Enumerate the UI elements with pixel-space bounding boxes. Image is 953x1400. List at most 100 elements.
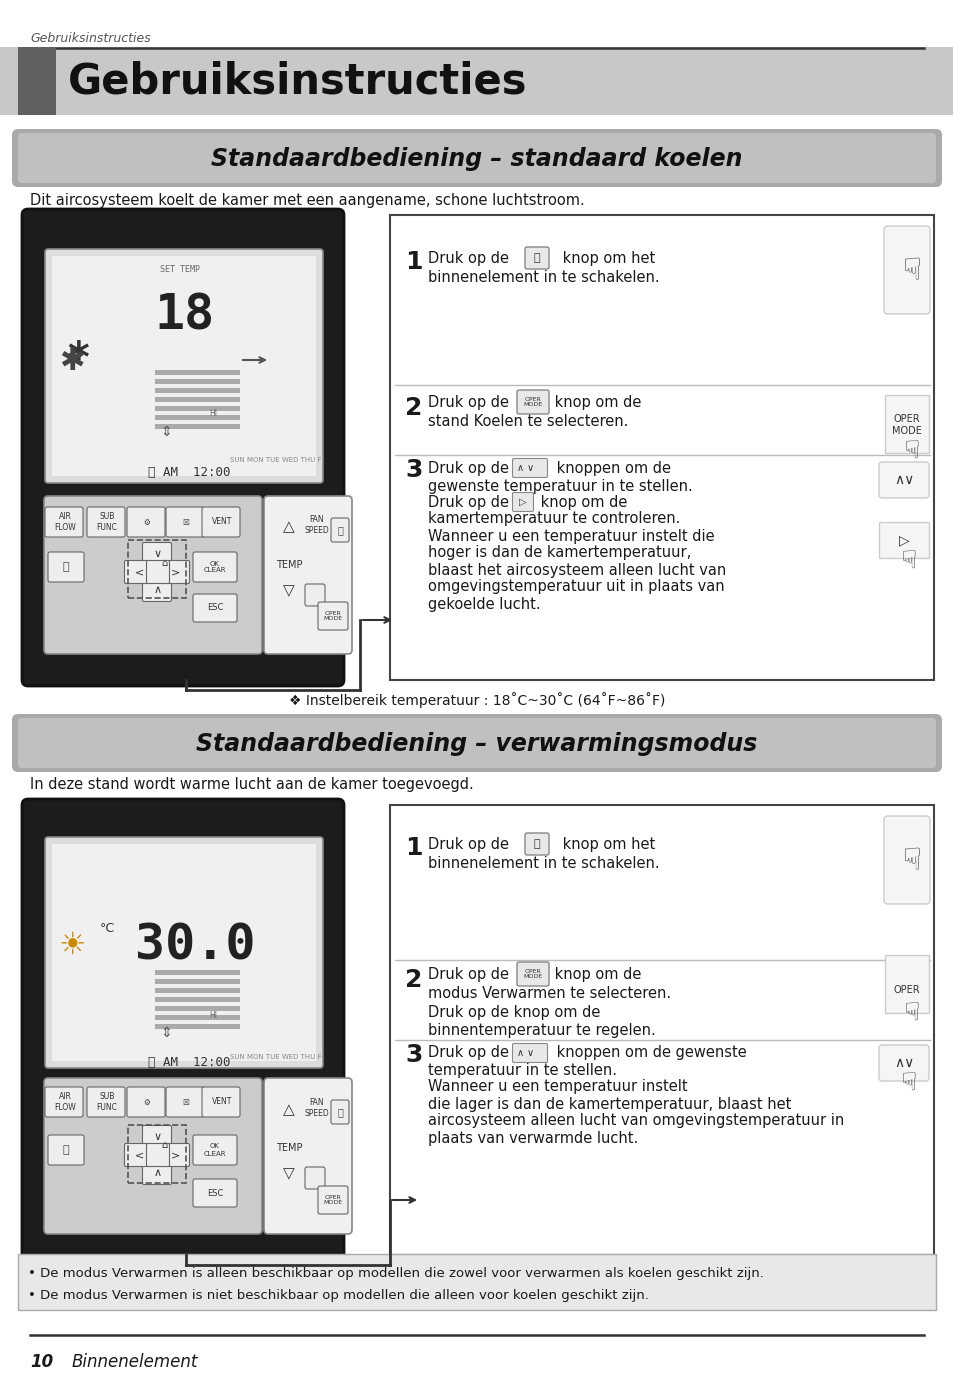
Bar [154,979,240,984]
Text: ⌂: ⌂ [161,559,167,568]
Text: ☞: ☞ [891,1071,915,1093]
Text: binnentemperatuur te regelen.: binnentemperatuur te regelen. [428,1022,655,1037]
Text: OPER
MODE: OPER MODE [891,414,921,435]
Bar [154,1015,240,1021]
Text: omgevingstemperatuur uit in plaats van: omgevingstemperatuur uit in plaats van [428,580,724,595]
FancyBboxPatch shape [22,799,344,1261]
Bar [154,379,240,384]
Text: ☒: ☒ [182,518,190,526]
FancyBboxPatch shape [517,962,548,986]
Text: In deze stand wordt warme lucht aan de kamer toegevoegd.: In deze stand wordt warme lucht aan de k… [30,777,474,792]
Text: ⌚ AM  12:00: ⌚ AM 12:00 [148,466,231,479]
Text: ▽: ▽ [283,1166,294,1182]
Text: *: * [67,339,89,381]
FancyBboxPatch shape [512,493,533,511]
Text: SUN MON TUE WED THU F: SUN MON TUE WED THU F [230,1054,321,1060]
Text: ✱: ✱ [59,347,85,377]
FancyBboxPatch shape [160,1144,190,1166]
Bar [154,414,240,420]
FancyBboxPatch shape [45,1086,83,1117]
Text: ∧: ∧ [153,585,162,595]
Text: ☞: ☞ [894,1001,918,1023]
Text: binnenelement in te schakelen.: binnenelement in te schakelen. [428,857,659,871]
FancyBboxPatch shape [166,1086,204,1117]
Text: 30.0: 30.0 [134,921,255,969]
Text: kamertemperatuur te controleren.: kamertemperatuur te controleren. [428,511,679,526]
FancyBboxPatch shape [883,816,929,904]
Text: >: > [172,567,180,577]
Bar [0,48,953,115]
Text: 2: 2 [405,396,422,420]
Bar [154,997,240,1002]
FancyBboxPatch shape [127,507,165,538]
Text: blaast het aircosysteem alleen lucht van: blaast het aircosysteem alleen lucht van [428,563,725,577]
Text: ESC: ESC [207,603,223,613]
FancyBboxPatch shape [142,542,172,566]
FancyBboxPatch shape [517,391,548,414]
Bar [128,540,186,598]
Text: SUB
FUNC: SUB FUNC [96,1092,117,1112]
Text: FAN
SPEED: FAN SPEED [304,1098,329,1117]
Text: Druk op de: Druk op de [428,967,513,983]
Text: ▷: ▷ [518,497,526,507]
Text: ∨: ∨ [526,463,533,473]
Text: ⓘ: ⓘ [336,1107,342,1117]
FancyBboxPatch shape [202,507,240,538]
Text: knop om de: knop om de [550,395,640,409]
Text: ☒: ☒ [182,1098,190,1106]
FancyBboxPatch shape [44,496,262,654]
FancyBboxPatch shape [264,496,352,654]
Text: ⇕: ⇕ [160,1026,172,1040]
FancyBboxPatch shape [147,1144,170,1166]
Text: ∨: ∨ [153,1133,162,1142]
Text: 1: 1 [405,251,422,274]
Text: FAN
SPEED: FAN SPEED [304,515,329,535]
Text: OPER: OPER [893,986,920,995]
Text: ⓘ: ⓘ [533,253,539,263]
Bar [154,388,240,393]
Text: knop om het: knop om het [558,836,655,851]
FancyBboxPatch shape [166,507,204,538]
FancyBboxPatch shape [142,1162,172,1184]
FancyBboxPatch shape [48,1135,84,1165]
Text: <: < [135,567,145,577]
FancyBboxPatch shape [331,1100,349,1124]
FancyBboxPatch shape [317,1186,348,1214]
Text: ∧: ∧ [153,1168,162,1177]
Bar [390,216,933,680]
Text: OPER
MODE: OPER MODE [323,610,342,622]
Text: ❖ Instelbereik temperatuur : 18˚C~30˚C (64˚F~86˚F): ❖ Instelbereik temperatuur : 18˚C~30˚C (… [289,692,664,708]
FancyBboxPatch shape [12,714,941,771]
Text: modus Verwarmen te selecteren.: modus Verwarmen te selecteren. [428,987,670,1001]
Bar [52,844,315,1061]
FancyBboxPatch shape [883,225,929,314]
FancyBboxPatch shape [524,833,548,855]
Text: ∨: ∨ [153,549,162,559]
Text: knoppen om de gewenste: knoppen om de gewenste [552,1046,746,1061]
Bar [154,1023,240,1029]
Text: 1: 1 [405,836,422,860]
Text: °C: °C [100,921,115,935]
Text: Wanneer u een temperatuur instelt: Wanneer u een temperatuur instelt [428,1079,687,1095]
Bar [18,1254,935,1310]
Text: ▷: ▷ [898,533,908,547]
FancyBboxPatch shape [125,1144,153,1166]
Text: SUN MON TUE WED THU F: SUN MON TUE WED THU F [230,456,321,463]
Text: temperatuur in te stellen.: temperatuur in te stellen. [428,1063,617,1078]
Text: ⌚ AM  12:00: ⌚ AM 12:00 [148,1057,231,1070]
Text: Gebruiksinstructies: Gebruiksinstructies [30,31,151,45]
Text: Druk op de knop om de: Druk op de knop om de [428,1005,599,1019]
FancyBboxPatch shape [193,594,236,622]
FancyBboxPatch shape [202,1086,240,1117]
FancyBboxPatch shape [512,1043,547,1063]
Text: SUB
FUNC: SUB FUNC [96,512,117,532]
Text: OPER
MODE: OPER MODE [323,1194,342,1205]
Text: Druk op de: Druk op de [428,1046,513,1061]
FancyBboxPatch shape [160,560,190,584]
Text: Druk op de: Druk op de [428,461,513,476]
Bar [154,970,240,974]
Text: knop om het: knop om het [558,251,655,266]
Text: ☞: ☞ [894,438,918,461]
FancyBboxPatch shape [12,129,941,188]
Text: HI: HI [209,1011,216,1019]
